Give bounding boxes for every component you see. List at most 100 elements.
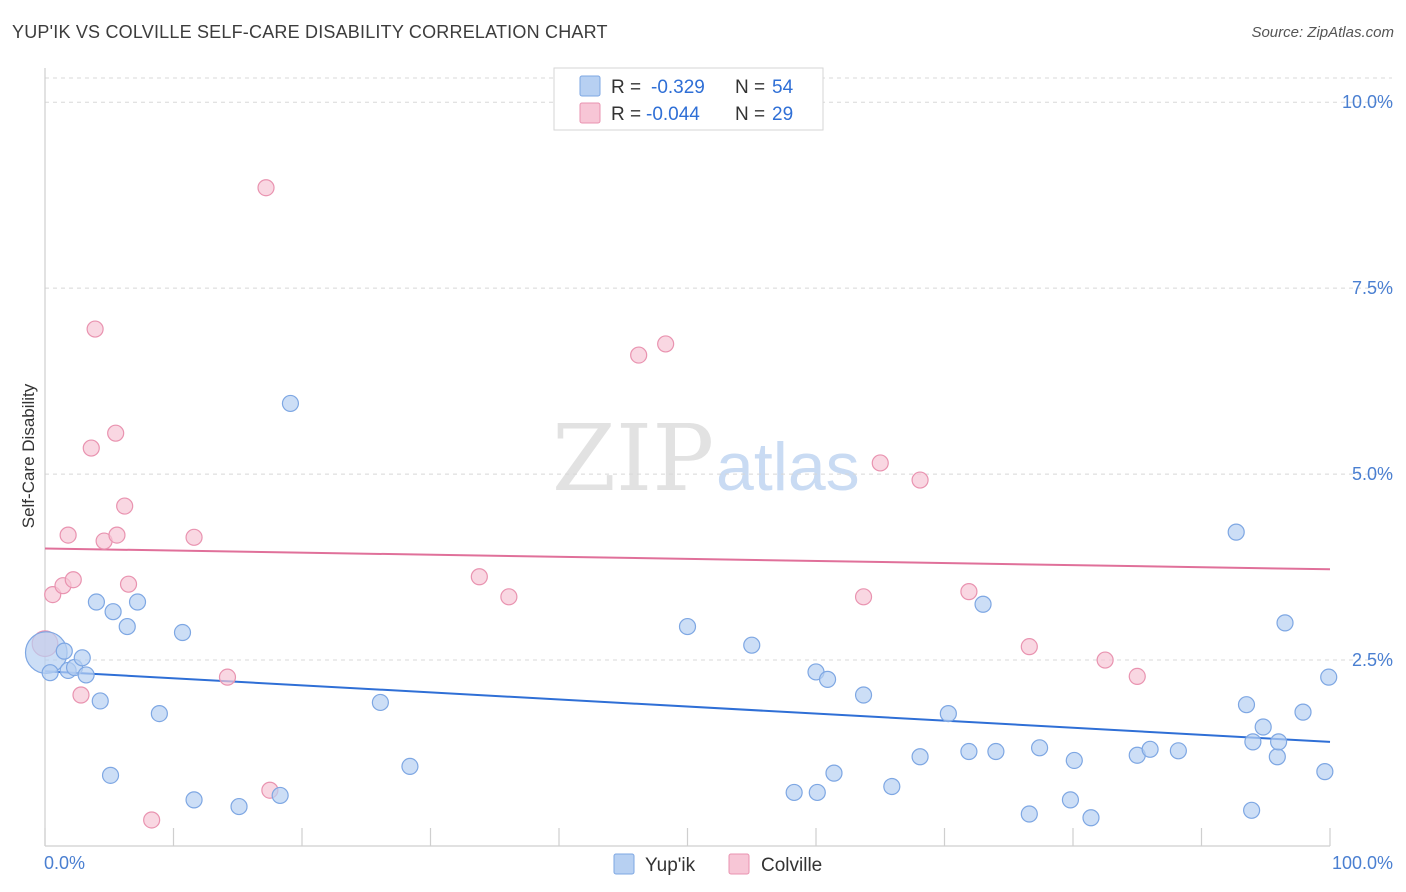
- data-point-yupik: [1082, 809, 1100, 827]
- data-point-yupik: [1294, 703, 1312, 721]
- data-point-yupik: [883, 777, 901, 796]
- data-point-colville: [1096, 651, 1114, 669]
- data-point-yupik: [911, 748, 929, 766]
- legend-n-value-colville: 29: [772, 104, 793, 125]
- data-point-colville: [911, 471, 929, 489]
- y-axis-title: Self-Care Disability: [19, 383, 38, 528]
- data-point-yupik: [1169, 742, 1187, 760]
- trend-layer: [44, 547, 1331, 743]
- bottom-legend-label-yupik: Yup'ik: [645, 855, 696, 876]
- legend-n-label-colville: N =: [735, 104, 765, 125]
- data-point-yupik: [1227, 523, 1245, 541]
- legend-n-label-yupik: N =: [735, 77, 765, 98]
- data-point-colville: [1128, 667, 1146, 686]
- data-point-colville: [107, 424, 125, 442]
- data-point-colville: [119, 575, 138, 593]
- data-point-yupik: [825, 764, 843, 782]
- data-point-yupik: [1316, 763, 1334, 781]
- data-point-colville: [470, 568, 488, 586]
- legend: R = -0.329 N = 54 R = -0.044 N = 29: [553, 67, 824, 131]
- data-point-yupik: [73, 649, 91, 667]
- data-point-colville: [657, 335, 675, 353]
- data-point-yupik: [101, 766, 120, 784]
- data-point-yupik: [1061, 791, 1080, 809]
- data-point-yupik: [1320, 668, 1338, 686]
- watermark-zip: ZIP: [552, 405, 714, 512]
- trend-line-colville: [44, 547, 1331, 571]
- data-point-yupik: [1269, 733, 1288, 751]
- data-point-colville: [871, 454, 889, 472]
- data-point-yupik: [128, 593, 147, 611]
- legend-r-label-yupik: R =: [611, 77, 641, 98]
- grid-layer: [45, 77, 1392, 661]
- data-point-yupik: [818, 670, 837, 688]
- watermark-atlas: atlas: [716, 429, 860, 505]
- data-point-colville: [1020, 638, 1038, 656]
- data-point-yupik: [150, 705, 168, 723]
- data-point-yupik: [854, 686, 873, 704]
- data-point-yupik: [271, 786, 289, 805]
- source-label: Source: ZipAtlas.com: [1251, 24, 1394, 41]
- y-tick-label: 7.5%: [1352, 278, 1393, 298]
- legend-r-value-yupik: -0.329: [651, 77, 705, 98]
- y-tick-label: 10.0%: [1342, 92, 1393, 112]
- data-point-yupik: [173, 623, 192, 642]
- data-point-colville: [960, 583, 978, 601]
- data-point-colville: [185, 528, 203, 546]
- data-point-yupik: [87, 593, 106, 611]
- y-tick-label: 5.0%: [1352, 464, 1393, 484]
- data-point-yupik: [1268, 748, 1286, 766]
- y-tick-label: 2.5%: [1352, 650, 1393, 670]
- data-point-colville: [116, 497, 134, 515]
- data-point-yupik: [1237, 696, 1256, 714]
- data-point-colville: [854, 588, 873, 606]
- data-point-yupik: [939, 705, 957, 723]
- data-point-yupik: [55, 642, 73, 660]
- data-point-yupik: [185, 791, 203, 809]
- legend-n-value-yupik: 54: [772, 77, 794, 98]
- data-point-yupik: [960, 742, 978, 761]
- legend-r-label-colville: R =: [611, 104, 641, 125]
- data-point-yupik: [281, 394, 300, 413]
- data-point-yupik: [1244, 733, 1262, 751]
- data-point-yupik: [1020, 805, 1038, 823]
- legend-r-value-colville: -0.044: [646, 104, 700, 125]
- chart-title: YUP'IK VS COLVILLE SELF-CARE DISABILITY …: [12, 22, 608, 42]
- data-point-yupik: [1254, 718, 1272, 736]
- data-point-yupik: [41, 664, 59, 682]
- data-point-yupik: [401, 757, 419, 776]
- data-point-colville: [64, 571, 82, 589]
- data-point-colville: [630, 346, 648, 364]
- bottom-legend-swatch-yupik: [613, 853, 635, 875]
- data-point-yupik: [104, 603, 122, 621]
- data-point-yupik: [371, 693, 389, 712]
- data-point-yupik: [1276, 614, 1294, 632]
- data-point-yupik: [1141, 740, 1159, 758]
- data-point-yupik: [743, 636, 761, 654]
- data-point-colville: [72, 686, 90, 704]
- points-layer: [24, 179, 1338, 829]
- data-point-yupik: [1030, 739, 1049, 757]
- data-point-colville: [108, 526, 126, 544]
- data-point-yupik: [230, 797, 248, 816]
- data-point-yupik: [974, 595, 992, 613]
- data-point-yupik: [808, 783, 826, 802]
- data-point-yupik: [1065, 751, 1083, 770]
- data-point-yupik: [1243, 801, 1261, 819]
- data-point-colville: [82, 439, 100, 457]
- data-point-yupik: [91, 692, 109, 710]
- data-point-colville: [86, 320, 104, 338]
- bottom-legend: Yup'ik Colville: [613, 853, 822, 876]
- data-point-yupik: [77, 666, 95, 684]
- data-point-yupik: [987, 742, 1005, 761]
- bottom-legend-swatch-colville: [728, 853, 750, 875]
- data-point-yupik: [785, 783, 803, 802]
- axis-layer: [44, 68, 1331, 847]
- data-point-yupik: [118, 617, 136, 636]
- data-point-colville: [143, 811, 161, 829]
- legend-swatch-colville: [579, 102, 601, 124]
- data-point-colville: [59, 526, 77, 544]
- y-tick-labels: 2.5% 5.0% 7.5% 10.0%: [1342, 92, 1393, 670]
- data-point-yupik: [678, 617, 697, 636]
